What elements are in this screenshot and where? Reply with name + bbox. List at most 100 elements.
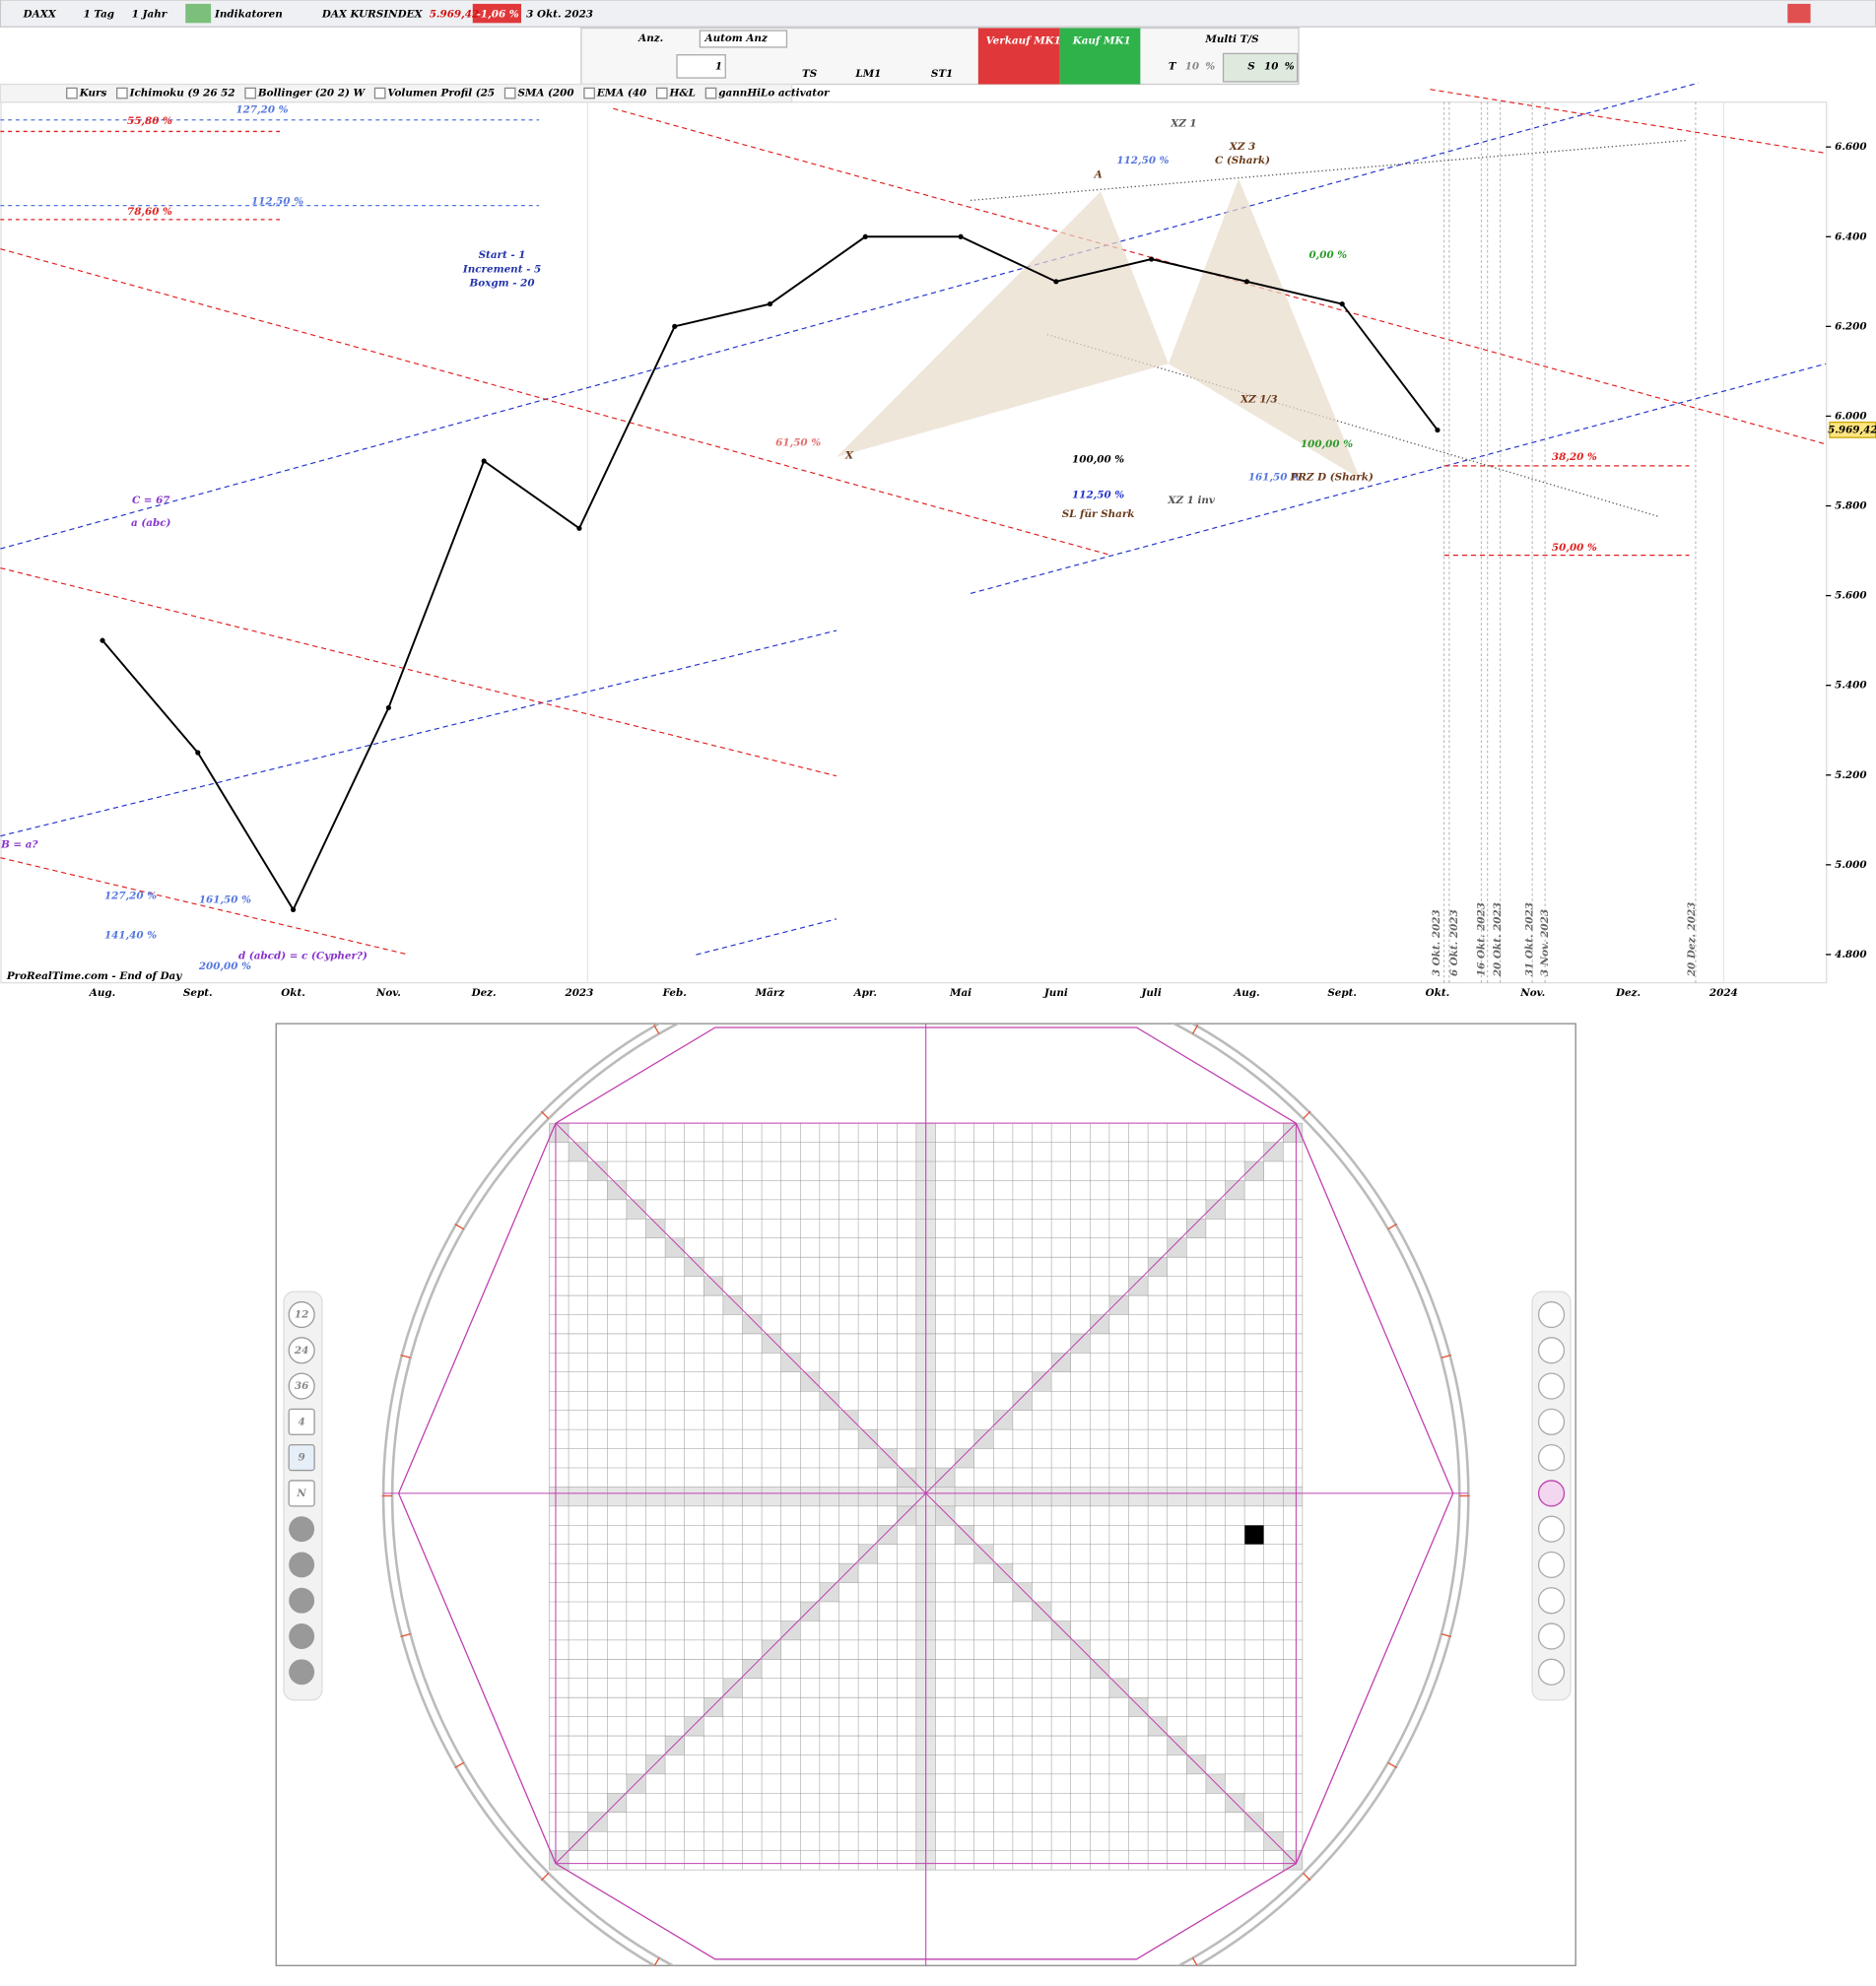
palette-button[interactable] xyxy=(288,1480,315,1507)
degree-tick xyxy=(653,1957,660,1966)
order-panel-item[interactable]: % xyxy=(1285,60,1295,72)
indicator-checkbox[interactable] xyxy=(655,87,668,99)
x-tick-label: Dez. xyxy=(471,987,497,999)
shape-button[interactable] xyxy=(1537,1372,1566,1400)
shape-button[interactable] xyxy=(1537,1658,1566,1686)
order-panel-item[interactable]: Verkauf MK1 xyxy=(986,34,1061,46)
harmonic-pattern xyxy=(836,191,1169,457)
order-panel-item[interactable]: Multi T/S xyxy=(1204,33,1259,45)
grid-highlight xyxy=(877,1525,898,1545)
date-marker: 3 Nov. 2023 xyxy=(1539,909,1551,976)
palette-button-label[interactable]: 9 xyxy=(299,1452,305,1464)
indicator-checkbox[interactable] xyxy=(704,87,717,99)
order-panel-item[interactable]: Anz. xyxy=(637,33,663,44)
autom-anz-box[interactable] xyxy=(699,30,788,48)
sell-button[interactable] xyxy=(977,28,1060,85)
grid-highlight xyxy=(665,1736,685,1755)
annotation: 200,00 % xyxy=(198,960,251,972)
shape-button[interactable] xyxy=(1537,1408,1566,1435)
palette-button[interactable] xyxy=(288,1372,315,1400)
grid-highlight xyxy=(780,1621,801,1640)
date-marker: 31 Okt. 2023 xyxy=(1524,902,1536,976)
shape-button[interactable] xyxy=(1537,1587,1566,1615)
indicator-label[interactable]: EMA (40 xyxy=(596,88,647,99)
change-badge xyxy=(472,3,521,24)
toolbar-item[interactable]: 5.969,42 xyxy=(430,8,479,20)
order-panel-item[interactable]: LM1 xyxy=(854,68,881,80)
x-tick-label: Juni xyxy=(1042,987,1068,999)
order-panel-item[interactable]: 10 xyxy=(1185,60,1200,72)
palette-button[interactable] xyxy=(288,1337,315,1364)
indicator-label[interactable]: Ichimoku (9 26 52 xyxy=(129,88,235,99)
trend-line xyxy=(970,139,1686,202)
order-panel-item[interactable]: S xyxy=(1247,60,1255,72)
price-point xyxy=(100,637,105,643)
palette-button[interactable] xyxy=(288,1408,315,1435)
shape-button[interactable] xyxy=(1537,1337,1566,1364)
toolbar-item[interactable]: DAX KURSINDEX xyxy=(321,8,424,20)
toolbar-item[interactable]: 3 Okt. 2023 xyxy=(526,8,593,20)
palette-dice[interactable] xyxy=(289,1552,315,1578)
palette-button-label[interactable]: 36 xyxy=(295,1380,308,1392)
palette-button-label[interactable]: N xyxy=(296,1488,306,1499)
buy-button[interactable] xyxy=(1059,28,1141,85)
degree-tick xyxy=(1387,1761,1398,1769)
palette-button[interactable] xyxy=(288,1300,315,1329)
palette-dice[interactable] xyxy=(289,1659,315,1686)
grid-highlight xyxy=(955,1525,974,1545)
order-panel-item[interactable]: ST1 xyxy=(931,68,953,80)
toolbar-item[interactable]: DAXX xyxy=(23,8,57,20)
toolbar-item[interactable]: 1 Tag xyxy=(84,8,115,20)
grid-highlight xyxy=(1012,1487,1033,1506)
quantity-input[interactable] xyxy=(676,54,726,79)
trend-line xyxy=(0,82,1699,550)
palette-dice[interactable] xyxy=(289,1587,315,1614)
shape-button[interactable] xyxy=(1537,1300,1566,1329)
toolbar-item[interactable]: 1 Jahr xyxy=(132,8,168,20)
grid-highlight xyxy=(1244,1161,1264,1181)
shape-button[interactable] xyxy=(1537,1480,1566,1507)
palette-dice[interactable] xyxy=(289,1516,315,1543)
grid-highlight xyxy=(645,1219,666,1238)
indicator-label[interactable]: Volumen Profil (25 xyxy=(387,88,495,99)
shape-button[interactable] xyxy=(1537,1551,1566,1579)
indicator-checkbox[interactable] xyxy=(503,87,516,99)
palette-dice[interactable] xyxy=(289,1623,315,1649)
palette-button[interactable] xyxy=(288,1444,315,1472)
order-panel-item[interactable]: 1 xyxy=(715,60,722,72)
grid-highlight xyxy=(993,1410,1013,1430)
palette-button-label[interactable]: 4 xyxy=(299,1416,305,1427)
grid-highlight xyxy=(1148,1716,1168,1737)
shape-button[interactable] xyxy=(1537,1622,1566,1650)
indicator-label[interactable]: Bollinger (20 2) W xyxy=(257,88,367,99)
s-box[interactable] xyxy=(1222,52,1299,83)
x-tick-label: Mai xyxy=(949,987,972,999)
annotation: 112,50 % xyxy=(1116,155,1169,166)
order-panel-item[interactable]: TS xyxy=(802,68,818,80)
indicator-checkbox[interactable] xyxy=(583,87,595,99)
order-panel-item[interactable]: Autom Anz xyxy=(704,33,769,44)
palette-button-label[interactable]: 12 xyxy=(295,1308,308,1320)
indicator-checkbox[interactable] xyxy=(116,87,128,99)
indicator-label[interactable]: gannHiLo activator xyxy=(718,88,831,99)
indicator-label[interactable]: Kurs xyxy=(79,88,107,99)
annotation: 161,50 % xyxy=(1248,472,1301,484)
price-point xyxy=(1243,279,1250,285)
palette-button-label[interactable]: 24 xyxy=(294,1345,308,1357)
order-panel-item[interactable]: 10 xyxy=(1264,60,1279,72)
toolbar-item[interactable]: Indikatoren xyxy=(214,8,283,20)
indicator-checkbox[interactable] xyxy=(373,87,386,99)
indicator-label[interactable]: SMA (200 xyxy=(517,88,574,99)
order-panel-item[interactable]: Kauf MK1 xyxy=(1072,34,1131,46)
indicator-label[interactable]: H&L xyxy=(669,88,696,99)
toolbar-item[interactable]: -1,06 % xyxy=(477,8,519,20)
shape-button[interactable] xyxy=(1537,1515,1566,1543)
shape-button[interactable] xyxy=(1537,1444,1566,1472)
price-point xyxy=(767,300,773,307)
degree-tick xyxy=(1440,1633,1451,1637)
indicator-checkbox[interactable] xyxy=(244,87,256,99)
order-panel-item[interactable]: % xyxy=(1205,60,1215,72)
indicator-checkbox[interactable] xyxy=(66,87,78,99)
order-panel-item[interactable]: T xyxy=(1169,60,1177,72)
